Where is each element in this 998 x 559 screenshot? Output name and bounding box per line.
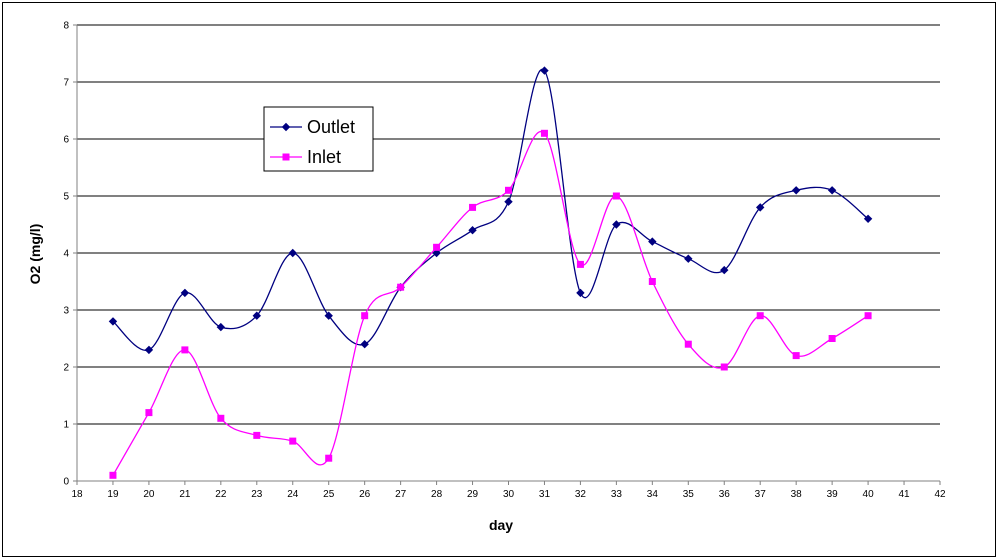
outlet-series-line	[112, 68, 869, 351]
x-tick-label: 41	[898, 489, 910, 500]
y-tick-label: 3	[63, 306, 69, 317]
inlet-data-point	[720, 363, 728, 371]
outlet-data-point	[252, 311, 261, 320]
inlet-data-point	[576, 260, 584, 268]
y-tick-label: 6	[63, 135, 69, 146]
inlet-data-point	[289, 437, 297, 445]
outlet-data-point	[684, 254, 693, 263]
x-tick-label: 30	[503, 489, 515, 500]
inlet-data-point	[756, 312, 764, 320]
series-lines	[112, 68, 869, 476]
x-tick-label: 25	[323, 489, 335, 500]
inlet-data-point	[612, 192, 620, 200]
inlet-data-point	[792, 352, 800, 360]
legend-label-outlet: Outlet	[307, 117, 355, 137]
inlet-data-point	[361, 312, 369, 320]
x-tick-label: 36	[719, 489, 731, 500]
outlet-data-point	[540, 66, 549, 75]
outlet-data-point	[180, 288, 190, 298]
inlet-data-point	[864, 312, 872, 320]
x-tick-label: 26	[359, 489, 371, 500]
outlet-data-point	[288, 248, 297, 258]
outlet-data-point	[648, 237, 657, 246]
series-markers	[108, 66, 873, 479]
x-tick-label: 37	[755, 489, 767, 500]
y-tick-label: 8	[63, 21, 69, 32]
x-tick-label: 35	[683, 489, 695, 500]
legend-box	[263, 106, 374, 172]
y-axis-title: O2 (mg/l)	[27, 224, 43, 285]
outlet-data-point	[216, 322, 226, 332]
outlet-data-point	[324, 311, 333, 320]
inlet-data-point	[325, 454, 333, 462]
outlet-data-point	[360, 339, 369, 349]
x-tick-label: 22	[215, 489, 227, 500]
y-tick-label: 0	[63, 477, 69, 488]
outlet-data-point	[144, 345, 154, 355]
x-tick-label: 29	[467, 489, 479, 500]
y-tick-label: 4	[63, 249, 69, 260]
x-tick-label: 33	[611, 489, 623, 500]
outlet-data-point	[827, 186, 837, 195]
outlet-data-point	[432, 248, 441, 258]
outlet-data-point	[720, 265, 729, 275]
legend: Outlet Inlet	[263, 106, 374, 172]
inlet-data-point	[648, 278, 656, 285]
y-tick-label: 5	[63, 192, 69, 203]
inlet-data-point	[109, 471, 117, 479]
inlet-data-point	[828, 335, 836, 342]
legend-item-outlet: Outlet	[270, 117, 355, 137]
y-tick-label: 7	[63, 78, 69, 89]
x-tick-label: 27	[395, 489, 407, 500]
x-tick-label: 34	[647, 489, 659, 500]
x-tick-label: 38	[791, 489, 803, 500]
x-tick-label: 20	[143, 489, 155, 500]
inlet-data-point	[684, 340, 692, 348]
x-tick-label: 21	[179, 489, 191, 500]
gridlines	[77, 24, 940, 425]
inlet-data-point	[145, 409, 153, 417]
legend-label-inlet: Inlet	[307, 147, 341, 167]
x-tick-label: 23	[251, 489, 263, 500]
legend-marker-outlet	[281, 122, 291, 132]
inlet-data-point	[469, 203, 477, 211]
legend-item-inlet: Inlet	[270, 147, 341, 167]
inlet-data-point	[181, 346, 189, 354]
x-axis-title: day	[489, 517, 513, 533]
x-tick-label: 40	[863, 489, 875, 500]
outlet-data-point	[468, 225, 477, 235]
outlet-data-point	[756, 203, 765, 212]
inlet-data-point	[397, 283, 405, 291]
outlet-data-point	[504, 197, 513, 206]
outlet-data-point	[791, 186, 801, 195]
x-tick-label: 42	[934, 489, 946, 500]
outlet-data-point	[863, 214, 873, 224]
x-tick-label: 18	[71, 489, 83, 500]
y-tick-label: 2	[63, 363, 69, 374]
inlet-data-point	[540, 129, 548, 137]
x-tick-label: 31	[539, 489, 551, 500]
x-tick-label: 39	[827, 489, 839, 500]
x-tick-label: 32	[575, 489, 587, 500]
axes	[73, 24, 941, 485]
x-tick-label: 28	[431, 489, 443, 500]
inlet-data-point	[253, 431, 261, 439]
x-tick-label: 24	[287, 489, 299, 500]
inlet-series-line	[112, 130, 869, 476]
outlet-data-point	[576, 288, 585, 298]
x-tick-label: 19	[107, 489, 119, 500]
y-tick-label: 1	[63, 420, 69, 431]
legend-marker-inlet	[282, 153, 290, 161]
outlet-data-point	[612, 220, 621, 229]
inlet-data-point	[505, 186, 512, 194]
inlet-data-point	[433, 243, 441, 251]
outlet-data-point	[108, 317, 118, 326]
inlet-data-point	[217, 414, 225, 422]
